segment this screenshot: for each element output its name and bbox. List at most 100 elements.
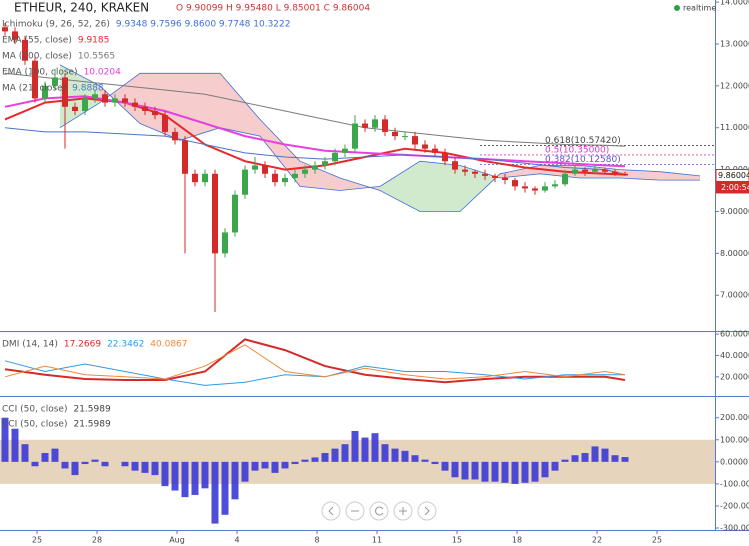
candle-body (332, 152, 338, 162)
y-tick-label: 0.0000 (720, 457, 748, 466)
y-tick-label: 7.00000 (720, 291, 749, 300)
cci-bar (1, 417, 9, 462)
cloud (420, 161, 460, 212)
cci-bar (171, 461, 179, 491)
candle-body (542, 186, 548, 191)
cci-bar (611, 455, 619, 462)
x-tick-label: 4 (234, 536, 239, 545)
cci-bar (621, 457, 629, 462)
legend-text: 17.2669 (64, 340, 101, 350)
legend-text: EMA (55, close) (2, 36, 72, 46)
candle-body (142, 106, 148, 111)
candle-body (352, 123, 358, 149)
candle-body (562, 173, 568, 185)
candle-body (372, 119, 378, 128)
countdown-box (716, 181, 749, 194)
candle-body (272, 173, 278, 183)
top-layer: ETHEUR, 240, KRAKEN O 9.90099 H 9.95480 … (2, 1, 749, 430)
cci-bar (221, 461, 229, 515)
scroll-right[interactable] (417, 501, 437, 521)
x-tick-label: 8 (314, 536, 319, 545)
cci-bar (491, 461, 499, 482)
cci-bar (471, 461, 479, 480)
cci-bar (541, 461, 549, 478)
legend-text: 21.5989 (73, 420, 110, 430)
cci-bar (71, 461, 79, 476)
candle-body (322, 161, 328, 166)
legend-text: 40.0867 (150, 340, 187, 350)
candle-body (102, 94, 108, 103)
legend-text: 10.5565 (78, 52, 115, 62)
indicator-line (4, 344, 626, 380)
candle-body (82, 98, 88, 111)
candle-body (472, 171, 478, 174)
cci-bar (51, 448, 59, 462)
status: realtime (683, 4, 716, 13)
cci-bar (441, 461, 449, 471)
countdown: 2:00:54 (721, 183, 749, 192)
cci-bar (141, 461, 149, 473)
fib-label: 0.618(10.57420) (545, 136, 621, 146)
candle-body (432, 148, 438, 153)
candle-body (262, 165, 268, 174)
candle-body (162, 115, 168, 132)
cci-bar (11, 428, 19, 462)
reset[interactable] (369, 501, 389, 521)
y-tick-label: 8.00000 (720, 249, 749, 258)
candle-body (242, 169, 248, 195)
candle-body (462, 169, 468, 172)
candle-body (602, 169, 608, 172)
y-tick-label: -100.000 (720, 479, 749, 488)
cci-bar (341, 444, 349, 462)
cci-bar (241, 461, 249, 482)
candle-body (592, 169, 598, 172)
y-tick-label: 11.00000 (720, 123, 749, 132)
cci-bar (81, 461, 89, 465)
cloud (220, 73, 260, 137)
cloud (460, 165, 500, 212)
cci-bar (251, 461, 259, 471)
candle-body (232, 194, 238, 233)
legend-text: MA (21, close) (2, 84, 66, 94)
legend-text: 9.9185 (78, 36, 110, 46)
candle-body (172, 131, 178, 141)
cci-bar (461, 461, 469, 480)
legend-text: CCI (50, close) (2, 405, 67, 415)
x-tick-label: 11 (372, 536, 382, 545)
y-tick-label: 60.0000 (720, 330, 749, 339)
legend-text: EMA (100, close) (2, 68, 78, 78)
cci-bar (61, 461, 69, 469)
candle-body (222, 232, 228, 254)
navigation[interactable] (321, 501, 437, 521)
candle-body (12, 31, 18, 40)
cci-bar (511, 461, 519, 484)
scroll-left[interactable] (321, 501, 341, 521)
y-tick-label: 12.00000 (720, 81, 749, 90)
y-tick-label: 20.0000 (720, 372, 749, 381)
candle-body (252, 165, 258, 170)
y-tick-label: 14.00000 (720, 0, 749, 7)
x-tick-label: 25 (652, 536, 662, 545)
cci-bar (181, 461, 189, 498)
x-tick-label: 18 (512, 536, 522, 545)
cci-bar (591, 446, 599, 462)
candle-body (612, 171, 618, 174)
cci-bar (331, 448, 339, 462)
cci-bar (571, 455, 579, 462)
cci-bar (411, 455, 419, 462)
candle-body (552, 184, 558, 187)
legend-text: CCI (50, close) (2, 420, 67, 430)
candle-body (582, 169, 588, 172)
cci-bar (561, 459, 569, 462)
legend-text: 9.9348 9.7596 9.8600 9.7748 10.3222 (116, 20, 291, 30)
candle-body (392, 131, 398, 137)
cci-bar (211, 461, 219, 524)
candle-body (132, 102, 138, 107)
cloud-span (59, 72, 701, 212)
cci-bar (551, 461, 559, 471)
candle-body (92, 94, 98, 99)
indicator-line (4, 338, 626, 384)
x-tick-label: 15 (452, 536, 462, 545)
cloud (620, 169, 660, 181)
cloud-span (59, 64, 700, 191)
